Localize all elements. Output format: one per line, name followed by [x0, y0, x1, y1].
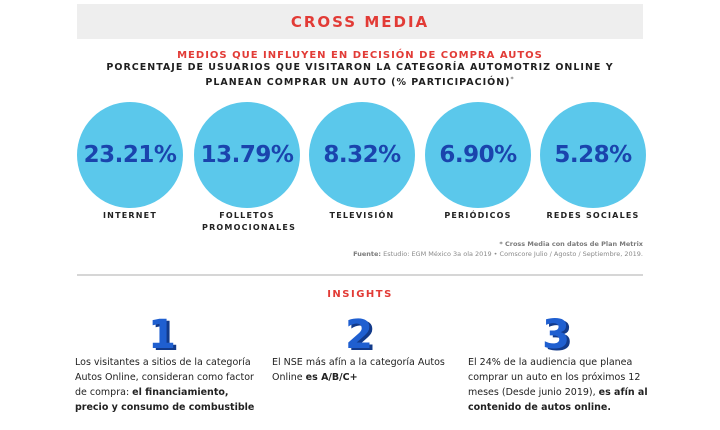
section-divider: [77, 274, 643, 276]
number-3-icon: 33: [542, 312, 573, 352]
number-label: 1: [148, 312, 176, 352]
insight-text-2: El NSE más afín a la categoría Autos Onl…: [272, 355, 457, 385]
bubble-value-label: 8.32%: [323, 142, 401, 168]
bubble-3: 8.32%: [309, 102, 415, 208]
bubble-4: 6.90%: [425, 102, 531, 208]
bubble-2: 13.79%: [194, 102, 300, 208]
number-1-icon: 11: [148, 312, 179, 352]
bubble-5: 5.28%: [540, 102, 646, 208]
category-label: TELEVISIÓN: [329, 211, 395, 220]
number-shadow: 2: [348, 314, 376, 352]
number-shadow: 1: [151, 314, 179, 352]
chart-subtitle: MEDIOS QUE INFLUYEN EN DECISIÓN DE COMPR…: [177, 50, 543, 61]
number-label: 3: [542, 312, 570, 352]
insight-text-1: Los visitantes a sitios de la categoría …: [75, 355, 260, 415]
insight-text-regular: El NSE más afín a la categoría Autos Onl…: [272, 357, 445, 383]
cross-media-note: * Cross Media con datos de Plan Metrix: [223, 240, 643, 248]
insight-text-bold: es A/B/C+: [305, 372, 358, 383]
insight-text-bold: el financiamiento, precio y consumo de c…: [75, 387, 255, 413]
category-label: PERIÓDICOS: [444, 211, 512, 220]
insights-title: INSIGHTS: [327, 289, 393, 300]
source-text: Estudio: EGM México 3a ola 2019 • Comsco…: [383, 250, 643, 258]
page-title: CROSS MEDIA: [290, 12, 430, 31]
bubble-value-label: 13.79%: [200, 142, 294, 168]
bubble-value-label: 5.28%: [554, 142, 632, 168]
category-label: FOLLETOS PROMOCIONALES: [202, 211, 297, 232]
insight-text-bold: es afín al contenido de autos online.: [468, 387, 648, 413]
chart-description-text: PORCENTAJE DE USUARIOS QUE VISITARON LA …: [106, 62, 614, 89]
insight-text-3: El 24% de la audiencia que planea compra…: [468, 355, 653, 415]
category-label: REDES SOCIALES: [546, 211, 640, 220]
number-2-icon: 22: [345, 312, 376, 352]
bubble-1: 23.21%: [77, 102, 183, 208]
insight-text-regular: El 24% de la audiencia que planea compra…: [468, 357, 641, 398]
title-banner: CROSS MEDIA: [77, 4, 643, 39]
category-label: INTERNET: [103, 211, 157, 220]
source-label: Fuente:: [353, 250, 382, 258]
description-footnote-marker: *: [510, 76, 515, 83]
bubble-value-label: 6.90%: [439, 142, 517, 168]
source-note: Fuente: Estudio: EGM México 3a ola 2019 …: [223, 250, 643, 258]
chart-description: PORCENTAJE DE USUARIOS QUE VISITARON LA …: [77, 62, 643, 89]
cross-media-note-text: * Cross Media con datos de Plan Metrix: [499, 240, 643, 248]
number-shadow: 3: [545, 314, 573, 352]
insight-text-regular: Los visitantes a sitios de la categoría …: [75, 357, 254, 398]
number-label: 2: [345, 312, 373, 352]
bubble-value-label: 23.21%: [83, 142, 177, 168]
